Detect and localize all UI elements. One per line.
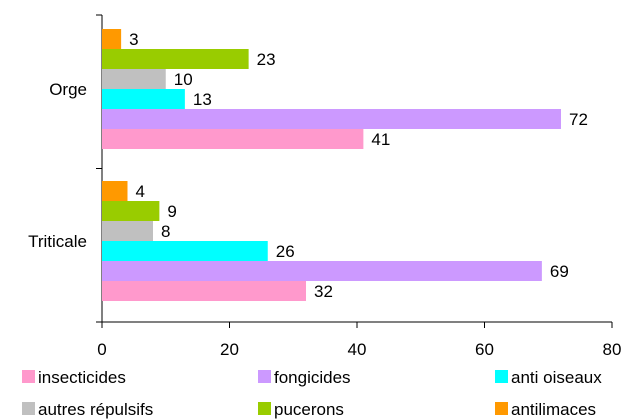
legend-label: anti oiseaux — [511, 368, 602, 387]
x-tick-label: 60 — [475, 340, 494, 359]
bar-anti-oiseaux — [102, 89, 185, 109]
x-tick-label: 20 — [220, 340, 239, 359]
data-label: 26 — [276, 242, 295, 261]
category-label: Triticale — [28, 232, 87, 251]
data-label: 4 — [136, 182, 145, 201]
legend-label: fongicides — [274, 368, 351, 387]
bar-insecticides — [102, 129, 364, 149]
bar-autres-répulsifs — [102, 69, 166, 89]
data-label: 10 — [174, 70, 193, 89]
data-label: 72 — [569, 110, 588, 129]
bar-pucerons — [102, 49, 249, 69]
legend: insecticides fongicides anti oiseaux autres… — [22, 368, 602, 419]
legend-swatch — [258, 402, 271, 415]
category-label: Orge — [49, 80, 87, 99]
data-label: 13 — [193, 90, 212, 109]
legend-label: antilimaces — [511, 400, 596, 419]
bar-antilimaces — [102, 181, 128, 201]
data-label: 9 — [167, 202, 176, 221]
bar-fongicides — [102, 109, 561, 129]
legend-swatch — [22, 402, 35, 415]
bar-anti-oiseaux — [102, 241, 268, 261]
data-label: 8 — [161, 222, 170, 241]
bar-pucerons — [102, 201, 160, 221]
bar-autres-répulsifs — [102, 221, 153, 241]
bar-antilimaces — [102, 29, 122, 49]
legend-swatch — [495, 402, 508, 415]
legend-label: insecticides — [38, 368, 126, 387]
data-label: 69 — [550, 262, 569, 281]
legend-label: pucerons — [274, 400, 344, 419]
legend-swatch — [495, 370, 508, 383]
x-tick-label: 40 — [348, 340, 367, 359]
x-tick-label: 0 — [97, 340, 106, 359]
data-label: 3 — [129, 30, 138, 49]
x-tick-label: 80 — [603, 340, 622, 359]
bar-fongicides — [102, 261, 542, 281]
legend-swatch — [22, 370, 35, 383]
data-label: 41 — [371, 130, 390, 149]
legend-label: autres répulsifs — [38, 400, 153, 419]
data-label: 32 — [314, 282, 333, 301]
legend-swatch — [258, 370, 271, 383]
bar-insecticides — [102, 281, 306, 301]
data-label: 23 — [257, 50, 276, 69]
